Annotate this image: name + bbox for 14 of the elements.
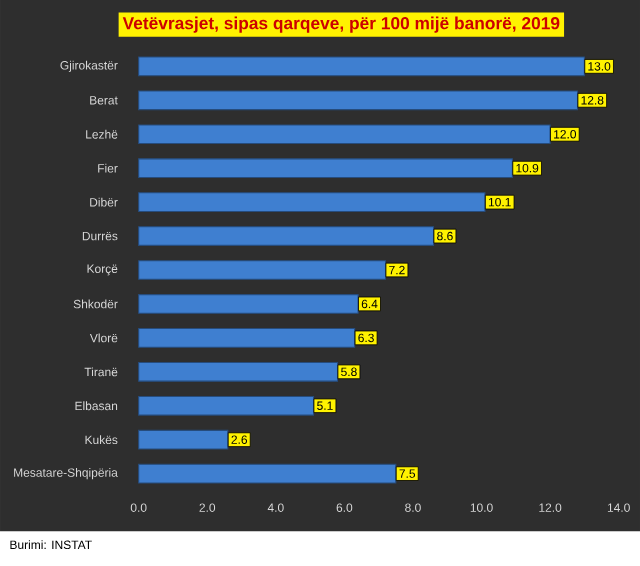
bar bbox=[138, 260, 387, 280]
bar bbox=[138, 294, 359, 314]
bar bbox=[138, 158, 513, 179]
bar bbox=[138, 328, 356, 348]
bar bbox=[138, 56, 585, 77]
bar bbox=[138, 124, 551, 145]
bar bbox=[138, 429, 229, 450]
bar bbox=[138, 90, 579, 111]
bar bbox=[138, 395, 315, 416]
bar bbox=[138, 192, 486, 212]
bar bbox=[138, 361, 339, 382]
chart-title: Vetëvrasjet, sipas qarqeve, për 100 mijë banorë, 2019 bbox=[122, 16, 560, 33]
bar bbox=[138, 463, 397, 484]
bar bbox=[138, 226, 435, 246]
